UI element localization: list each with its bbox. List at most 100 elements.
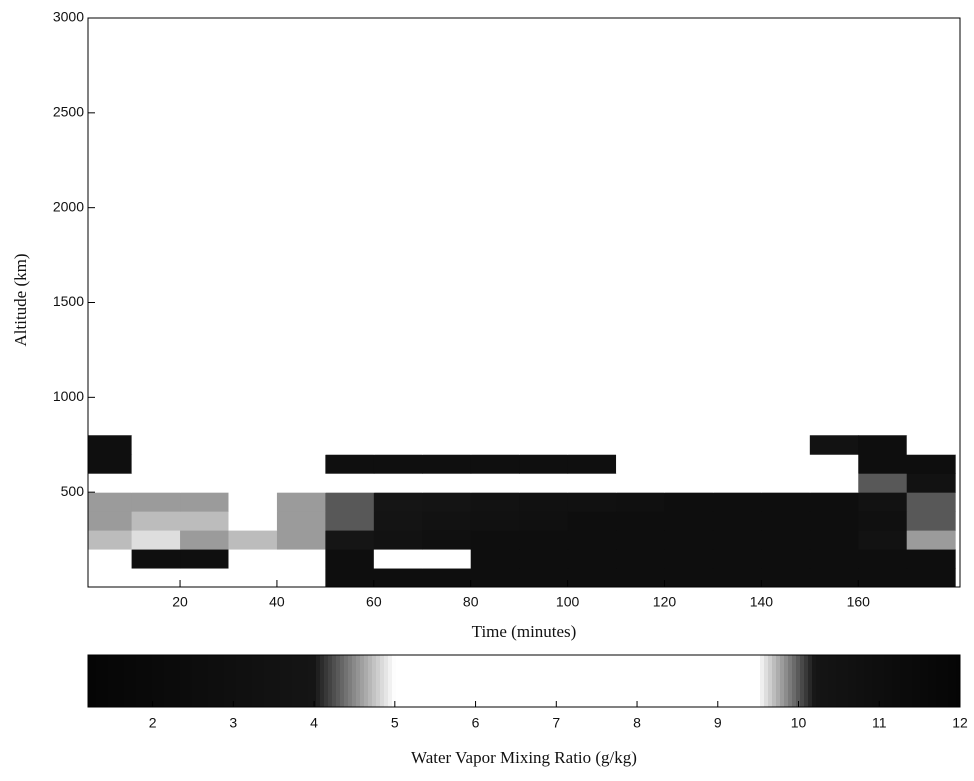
heatmap-cell — [858, 473, 908, 493]
colorbar-strip — [444, 655, 449, 707]
heatmap-cell — [325, 549, 375, 569]
heatmap-cell — [180, 492, 229, 512]
colorbar-strip — [96, 655, 101, 707]
colorbar-strip — [260, 655, 265, 707]
colorbar-strip — [684, 655, 689, 707]
heatmap-cell — [228, 568, 278, 587]
heatmap-cell — [567, 530, 617, 550]
heatmap-cell — [616, 492, 665, 512]
colorbar-strip — [308, 655, 313, 707]
colorbar-strip — [112, 655, 117, 707]
colorbar-strip — [196, 655, 201, 707]
colorbar-strip — [772, 655, 777, 707]
heatmap-cell — [180, 511, 229, 531]
heatmap-cell — [325, 473, 375, 493]
heatmap-cell — [373, 530, 423, 550]
colorbar-strip — [388, 655, 393, 707]
colorbar-strip — [320, 655, 325, 707]
colorbar-strip — [360, 655, 365, 707]
colorbar-strip — [224, 655, 229, 707]
colorbar-strip — [200, 655, 205, 707]
colorbar-strip — [412, 655, 417, 707]
colorbar-strip — [240, 655, 245, 707]
colorbar-strip — [228, 655, 233, 707]
heatmap-cell — [712, 435, 762, 455]
colorbar-strip — [116, 655, 121, 707]
colorbar-strip — [356, 655, 361, 707]
heatmap-cell — [422, 568, 472, 587]
heatmap-cell — [131, 568, 181, 587]
colorbar-tick-label: 9 — [714, 715, 722, 731]
colorbar-strip — [640, 655, 645, 707]
colorbar-strip — [532, 655, 537, 707]
heatmap-cell — [858, 454, 908, 474]
colorbar-strip — [336, 655, 341, 707]
colorbar-strip — [812, 655, 817, 707]
heatmap-cell — [519, 454, 569, 474]
heatmap-cell — [470, 511, 520, 531]
heatmap-cell — [858, 530, 908, 550]
heatmap-cell — [906, 511, 956, 531]
heatmap-cell — [88, 454, 133, 474]
colorbar-strip — [452, 655, 457, 707]
heatmap-cell — [567, 511, 617, 531]
colorbar-strip — [792, 655, 797, 707]
colorbar-strip — [924, 655, 929, 707]
heatmap-cell — [131, 530, 181, 550]
colorbar-strip — [892, 655, 897, 707]
colorbar-tick-label: 4 — [310, 715, 318, 731]
colorbar-tick-label: 12 — [952, 715, 968, 731]
y-tick-label: 1500 — [53, 293, 84, 309]
colorbar-strip — [660, 655, 665, 707]
colorbar-strip — [816, 655, 821, 707]
heatmap-cell — [519, 511, 569, 531]
colorbar-strip — [448, 655, 453, 707]
colorbar-strip — [420, 655, 425, 707]
heatmap-cell — [228, 511, 278, 531]
heatmap-cell — [180, 568, 229, 587]
heatmap-cell — [761, 454, 811, 474]
heatmap-cell — [519, 568, 569, 587]
colorbar-strip — [748, 655, 753, 707]
colorbar-tick-label: 7 — [552, 715, 560, 731]
heatmap-cell — [470, 530, 520, 550]
heatmap-cell — [228, 492, 278, 512]
heatmap-cell — [276, 511, 326, 531]
heatmap-cell — [180, 549, 229, 569]
heatmap-cell — [276, 473, 326, 493]
colorbar-strip — [104, 655, 109, 707]
colorbar-strip — [496, 655, 501, 707]
x-tick-label: 20 — [172, 594, 188, 610]
heatmap-cell — [519, 530, 569, 550]
colorbar-strip — [612, 655, 617, 707]
colorbar-strip — [664, 655, 669, 707]
colorbar-strip — [136, 655, 141, 707]
colorbar-strip — [848, 655, 853, 707]
heatmap-cell — [906, 568, 956, 587]
colorbar-strip — [88, 655, 93, 707]
colorbar-strip — [716, 655, 721, 707]
colorbar-strip — [580, 655, 585, 707]
heatmap-cell — [131, 492, 181, 512]
heatmap-cell — [470, 435, 520, 455]
colorbar-strip — [436, 655, 441, 707]
colorbar-strip — [944, 655, 949, 707]
colorbar-strip — [484, 655, 489, 707]
x-axis-label: Time (minutes) — [472, 622, 577, 641]
colorbar-strip — [324, 655, 329, 707]
colorbar-strip — [472, 655, 477, 707]
heatmap-cell — [422, 454, 472, 474]
colorbar-strip — [712, 655, 717, 707]
heatmap-cell — [519, 549, 569, 569]
colorbar-strip — [244, 655, 249, 707]
colorbar-strip — [576, 655, 581, 707]
heatmap-cell — [519, 435, 569, 455]
colorbar-strip — [140, 655, 145, 707]
x-tick-label: 140 — [750, 594, 774, 610]
heatmap-cell — [712, 454, 762, 474]
colorbar-strip — [572, 655, 577, 707]
colorbar-strip — [788, 655, 793, 707]
heatmap-cell — [567, 473, 617, 493]
colorbar-strip — [752, 655, 757, 707]
heatmap-cell — [228, 549, 278, 569]
